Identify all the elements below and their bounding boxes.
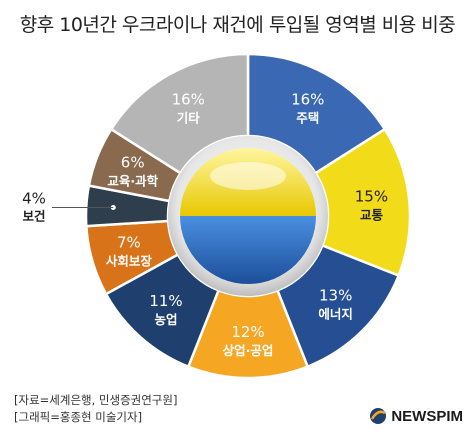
slice-percent: 13% bbox=[319, 287, 352, 305]
slice-label: 기타 bbox=[177, 110, 201, 125]
slice-percent: 6% bbox=[121, 153, 145, 171]
slice-percent: 15% bbox=[355, 187, 388, 205]
ukraine-flag-emblem bbox=[168, 136, 328, 296]
slice-percent: 11% bbox=[149, 292, 182, 310]
slice-label: 사회보장 bbox=[106, 254, 153, 269]
slice-percent: 12% bbox=[231, 323, 264, 341]
flag-blue-half bbox=[180, 216, 316, 284]
slice-percent: 4% bbox=[22, 190, 46, 208]
slice-label: 보건 bbox=[22, 209, 45, 224]
slice-label: 주택 bbox=[296, 110, 319, 125]
slice-label: 농업 bbox=[154, 312, 177, 327]
slice-label: 교육·과학 bbox=[107, 173, 158, 188]
chart-title: 향후 10년간 우크라이나 재건에 투입될 영역별 비용 비중 bbox=[19, 14, 456, 36]
slice-label: 상업·공업 bbox=[223, 343, 274, 358]
graphic-credit-line: [그래픽=홍종현 미술기자] bbox=[14, 410, 143, 424]
slice-percent: 16% bbox=[172, 90, 205, 108]
source-line: [자료=세계은행, 민생증권연구원] bbox=[14, 393, 178, 407]
newspim-logo: NEWSPIM bbox=[369, 407, 463, 425]
slice-percent: 16% bbox=[291, 90, 324, 108]
slice-percent: 7% bbox=[117, 234, 141, 252]
newspim-logo-icon bbox=[370, 408, 387, 424]
slice-label: 에너지 bbox=[318, 307, 353, 322]
gloss-highlight bbox=[210, 162, 286, 190]
source-notes: [자료=세계은행, 민생증권연구원] [그래픽=홍종현 미술기자] bbox=[14, 392, 177, 426]
brand-name: NEWSPIM bbox=[391, 407, 463, 425]
slice-label: 교통 bbox=[360, 207, 384, 222]
